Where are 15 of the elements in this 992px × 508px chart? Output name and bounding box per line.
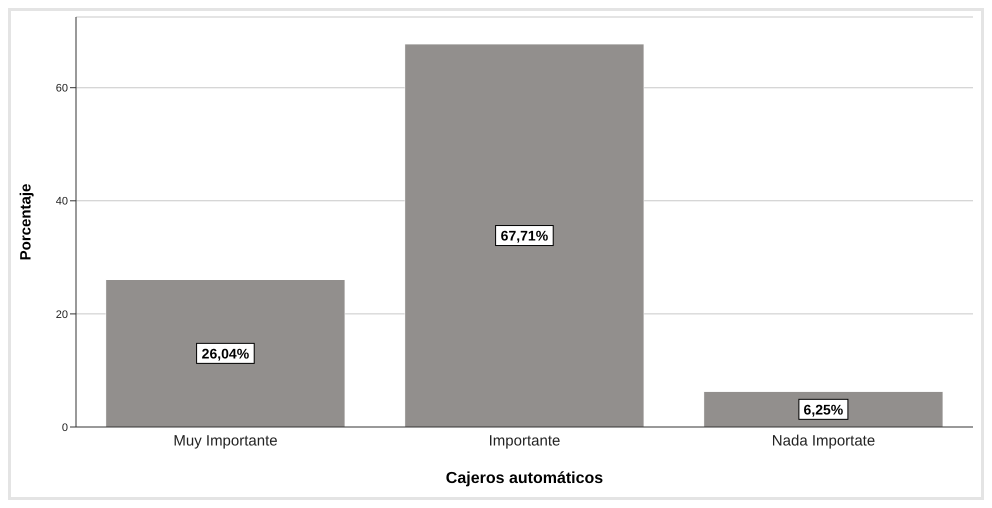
x-tick-label: Nada Importate <box>772 432 876 450</box>
data-label: 6,25% <box>804 401 844 418</box>
x-tick-label: Importante <box>488 432 560 450</box>
x-axis-title: Cajeros automáticos <box>446 470 604 487</box>
bar <box>704 391 944 427</box>
bar <box>106 279 346 427</box>
y-tick-label: 0 <box>62 422 68 434</box>
data-label: 67,71% <box>500 228 549 244</box>
bar <box>404 44 644 427</box>
data-label: 26,04% <box>202 345 250 362</box>
y-tick-label: 40 <box>56 196 68 208</box>
y-axis-title: Porcentaje <box>17 184 34 260</box>
y-tick-label: 60 <box>56 82 68 95</box>
x-tick-label: Muy Importante <box>173 432 278 450</box>
y-tick-label: 20 <box>56 308 68 321</box>
